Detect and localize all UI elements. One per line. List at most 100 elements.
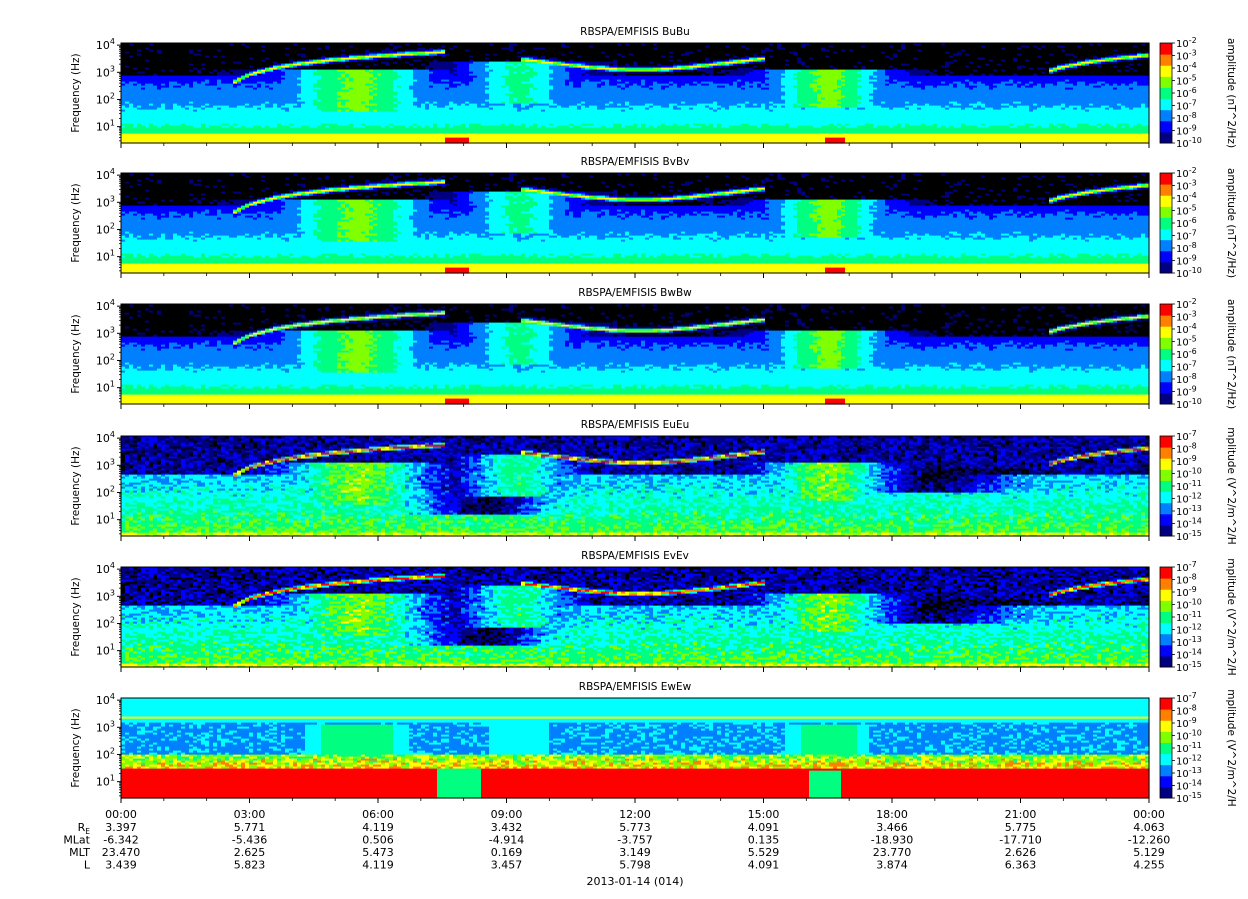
spectrogram-panel: RBSPA/EMFISIS BuBu101102103104Frequency … bbox=[70, 26, 1237, 150]
y-tick-label: 103 bbox=[96, 64, 115, 79]
y-tick-label: 104 bbox=[96, 430, 115, 445]
ephemeris-value: 5.473 bbox=[362, 846, 394, 859]
x-tick-label: 09:00 bbox=[491, 808, 523, 821]
ephemeris-value: 3.874 bbox=[876, 859, 908, 872]
colorbar-label: amplitude (nT^2/Hz) bbox=[1225, 38, 1237, 148]
y-tick-label: 104 bbox=[96, 37, 115, 52]
y-axis-label: Frequency (Hz) bbox=[70, 53, 82, 132]
ephemeris-value: 4.091 bbox=[748, 821, 780, 834]
spectrogram-panel: RBSPA/EMFISIS EuEu101102103104Frequency … bbox=[70, 419, 1237, 545]
y-tick-label: 102 bbox=[96, 615, 115, 630]
y-axis-label: Frequency (Hz) bbox=[70, 183, 82, 262]
heatmap-image bbox=[121, 173, 1150, 274]
y-axis-label: Frequency (Hz) bbox=[70, 577, 82, 656]
ephemeris-row-label: L bbox=[84, 859, 91, 872]
ephemeris-value: -18.930 bbox=[871, 834, 913, 847]
x-tick-label: 15:00 bbox=[748, 808, 780, 821]
y-tick-label: 104 bbox=[96, 298, 115, 313]
ephemeris-value: 5.529 bbox=[748, 846, 780, 859]
spectrogram-panel: RBSPA/EMFISIS EvEv101102103104Frequency … bbox=[70, 550, 1237, 676]
ephemeris-value: 3.457 bbox=[491, 859, 523, 872]
ephemeris-value: 4.063 bbox=[1133, 821, 1165, 834]
ephemeris-value: 5.771 bbox=[234, 821, 266, 834]
ephemeris-value: 5.773 bbox=[619, 821, 651, 834]
panel-title: RBSPA/EMFISIS BwBw bbox=[578, 287, 692, 299]
y-tick-label: 104 bbox=[96, 692, 115, 707]
ephemeris-value: 3.432 bbox=[491, 821, 523, 834]
y-tick-label: 102 bbox=[96, 484, 115, 499]
ephemeris-value: 4.091 bbox=[748, 859, 780, 872]
colorbar-tick-label: 10-15 bbox=[1176, 791, 1202, 805]
y-tick-label: 101 bbox=[96, 119, 115, 134]
panel-title: RBSPA/EMFISIS EwEw bbox=[579, 681, 692, 693]
colorbar-tick-label: 10-10 bbox=[1176, 136, 1202, 150]
ephemeris-row-label: MLat bbox=[63, 834, 90, 847]
ephemeris-value: 3.149 bbox=[619, 846, 651, 859]
y-tick-label: 104 bbox=[96, 167, 115, 182]
ephemeris-value: 0.506 bbox=[362, 834, 394, 847]
ephemeris-value: -17.710 bbox=[999, 834, 1041, 847]
heatmap-image bbox=[121, 436, 1150, 537]
colorbar: 10-710-810-910-1010-1110-1210-1310-1410-… bbox=[1160, 558, 1237, 675]
ephemeris-value: 2.626 bbox=[1005, 846, 1037, 859]
y-tick-label: 103 bbox=[96, 588, 115, 603]
ephemeris-row-label: MLT bbox=[69, 846, 90, 859]
ephemeris-value: -12.260 bbox=[1128, 834, 1170, 847]
ephemeris-value: -6.342 bbox=[103, 834, 138, 847]
colorbar: 10-210-310-410-510-610-710-810-910-10 amp… bbox=[1160, 166, 1237, 280]
panel-title: RBSPA/EMFISIS BvBv bbox=[581, 156, 690, 168]
ephemeris-value: 4.119 bbox=[362, 859, 394, 872]
y-axis-label: Frequency (Hz) bbox=[70, 708, 82, 787]
colorbar-label: mplitude (V^2/m^2/H bbox=[1225, 427, 1237, 544]
colorbar-label: mplitude (V^2/m^2/H bbox=[1225, 689, 1237, 806]
colorbar: 10-710-810-910-1010-1110-1210-1310-1410-… bbox=[1160, 427, 1237, 544]
spectrogram-panel: RBSPA/EMFISIS BvBv 101 102 103 104 Frequency … bbox=[70, 156, 1237, 280]
ephemeris-value: 3.439 bbox=[105, 859, 137, 872]
y-tick-label: 102 bbox=[96, 746, 115, 761]
y-tick-label: 101 bbox=[96, 774, 115, 789]
x-tick-label: 03:00 bbox=[234, 808, 266, 821]
colorbar-tick-label: 10-10 bbox=[1176, 397, 1202, 411]
x-tick-label: 00:00 bbox=[105, 808, 137, 821]
ephemeris-value: 23.770 bbox=[873, 846, 912, 859]
ephemeris-value: 5.129 bbox=[1133, 846, 1165, 859]
colorbar: 10-210-310-410-510-610-710-810-910-10 amp… bbox=[1160, 36, 1237, 150]
y-tick-label: 101 bbox=[96, 249, 115, 264]
colorbar-label: amplitude (nT^2/Hz) bbox=[1225, 168, 1237, 278]
y-tick-label: 103 bbox=[96, 194, 115, 209]
heatmap-image bbox=[121, 43, 1150, 144]
y-axis-label: Frequency (Hz) bbox=[70, 446, 82, 525]
y-tick-label: 103 bbox=[96, 325, 115, 340]
ephemeris-value: 4.119 bbox=[362, 821, 394, 834]
ephemeris-value: 3.397 bbox=[105, 821, 137, 834]
colorbar-tick-label: 10-15 bbox=[1176, 660, 1202, 674]
x-tick-label: 06:00 bbox=[362, 808, 394, 821]
y-tick-label: 102 bbox=[96, 221, 115, 236]
heatmap-image bbox=[121, 698, 1150, 799]
y-tick-label: 102 bbox=[96, 352, 115, 367]
ephemeris-value: 5.823 bbox=[234, 859, 266, 872]
panel-title: RBSPA/EMFISIS EuEu bbox=[581, 419, 690, 431]
colorbar: 10-710-810-910-1010-1110-1210-1310-1410-… bbox=[1160, 689, 1237, 806]
colorbar-label: mplitude (V^2/m^2/H bbox=[1225, 558, 1237, 675]
spectrogram-panel: RBSPA/EMFISIS EwEw 101 102 103 104 Frequency … bbox=[70, 681, 1237, 807]
ephemeris-value: 2.625 bbox=[234, 846, 266, 859]
y-tick-label: 101 bbox=[96, 512, 115, 527]
x-tick-label: 00:00 bbox=[1133, 808, 1165, 821]
x-tick-label: 21:00 bbox=[1005, 808, 1037, 821]
y-tick-label: 101 bbox=[96, 380, 115, 395]
panel-title: RBSPA/EMFISIS EvEv bbox=[581, 550, 689, 562]
y-axis-label: Frequency (Hz) bbox=[70, 314, 82, 393]
x-tick-label: 12:00 bbox=[619, 808, 651, 821]
ephemeris-value: 5.798 bbox=[619, 859, 651, 872]
ephemeris-value: 3.466 bbox=[876, 821, 908, 834]
heatmap-image bbox=[121, 567, 1150, 668]
heatmap-image bbox=[121, 304, 1150, 405]
ephemeris-value: 0.135 bbox=[748, 834, 780, 847]
ephemeris-value: 23.470 bbox=[102, 846, 141, 859]
y-tick-label: 101 bbox=[96, 643, 115, 658]
ephemeris-value: -5.436 bbox=[232, 834, 267, 847]
y-tick-label: 103 bbox=[96, 719, 115, 734]
ephemeris-value: 0.169 bbox=[491, 846, 523, 859]
